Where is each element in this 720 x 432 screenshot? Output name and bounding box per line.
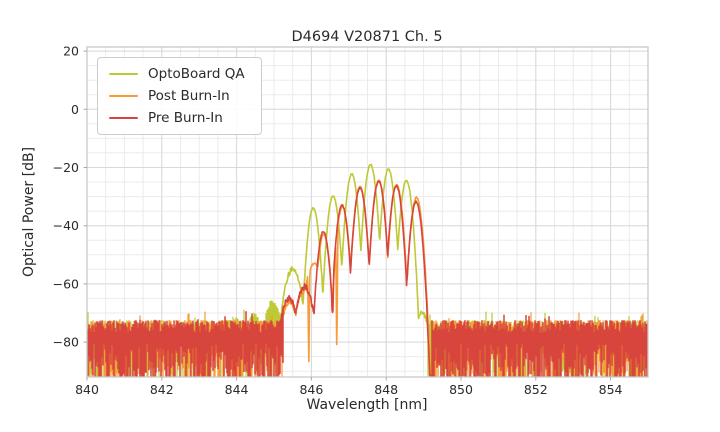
y-tick-label: −20 [53,160,79,175]
legend-line-swatch [109,94,138,98]
noise-floor-pre-burn-in [87,308,648,377]
legend-entry-label: Pre Burn-In [148,110,223,126]
y-tick-label: −60 [53,276,79,291]
y-tick-label: 20 [63,44,79,59]
legend-line-swatch [109,116,138,120]
series-line-pre-burn-in [279,180,435,377]
x-tick-label: 844 [225,382,249,397]
legend-line-swatch [109,72,138,76]
legend-entry-label: OptoBoard QA [148,66,245,82]
y-axis-tick-labels: 20 0 −20 −40 −60 −80 [53,44,79,350]
series-line-optoboard-qa [276,163,429,326]
y-tick-label: 0 [71,102,79,117]
x-tick-label: 850 [449,382,473,397]
x-tick-label: 852 [524,382,548,397]
x-axis-tick-labels: 840 842 844 846 848 850 852 854 [75,382,623,397]
plot-border [86,46,649,378]
legend-entry-label: Post Burn-In [148,88,230,104]
series-line-post-burn-in [278,179,434,377]
series-curves [87,163,648,377]
axis-tick-marks [83,50,612,381]
chart-title: D4694 V20871 Ch. 5 [291,29,442,45]
x-tick-label: 842 [150,382,174,397]
x-tick-label: 854 [599,382,623,397]
legend-entry: Pre Burn-In [109,110,245,126]
x-tick-label: 840 [75,382,99,397]
y-tick-label: −80 [53,335,79,350]
y-tick-label: −40 [53,218,79,233]
x-tick-label: 848 [374,382,398,397]
legend-entry: OptoBoard QA [109,66,245,82]
x-axis-label: Wavelength [nm] [307,397,428,413]
legend: OptoBoard QA Post Burn-In Pre Burn-In [97,57,262,135]
legend-entry: Post Burn-In [109,88,245,104]
x-tick-label: 846 [299,382,323,397]
y-axis-label: Optical Power [dB] [21,147,37,277]
